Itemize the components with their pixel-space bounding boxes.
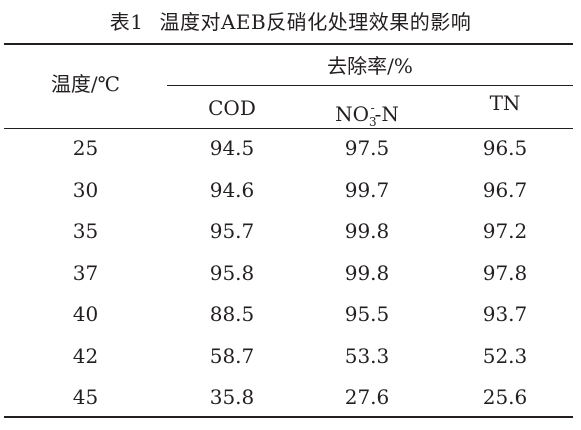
cell-no3: 99.8: [344, 261, 390, 285]
bottom-rule: [4, 416, 573, 418]
cell-temp: 25: [72, 136, 99, 160]
cell-cod: 88.5: [209, 302, 255, 326]
no3-tail: -N: [374, 102, 399, 126]
cell-no3: 95.5: [344, 302, 390, 326]
cell-cod: 94.5: [209, 136, 255, 160]
cell-tn: 96.5: [482, 136, 528, 160]
cell-tn: 96.7: [482, 178, 528, 202]
cell-tn: 97.2: [482, 219, 528, 243]
column-header-temperature: 温度/℃: [50, 72, 121, 96]
cell-no3: 97.5: [344, 136, 390, 160]
cell-temp: 37: [72, 261, 99, 285]
no3-superscript: -: [370, 101, 375, 115]
cell-cod: 95.8: [209, 261, 255, 285]
cell-cod: 95.7: [209, 219, 255, 243]
group-rule: [167, 85, 573, 86]
table-title: 温度对AEB反硝化处理效果的影响: [159, 10, 472, 34]
cell-tn: 93.7: [482, 302, 528, 326]
cell-cod: 58.7: [209, 344, 255, 368]
cell-cod: 35.8: [209, 385, 255, 409]
table-caption: 表1 温度对AEB反硝化处理效果的影响: [0, 6, 581, 38]
cell-temp: 42: [72, 344, 99, 368]
column-group-header-removal-rate: 去除率/%: [327, 54, 413, 78]
cell-temp: 30: [72, 178, 99, 202]
no3-base: NO: [335, 102, 369, 126]
column-header-tn: TN: [489, 91, 521, 115]
cell-temp: 40: [72, 302, 99, 326]
top-rule: [4, 43, 573, 45]
cell-tn: 52.3: [482, 344, 528, 368]
cell-tn: 97.8: [482, 261, 528, 285]
cell-no3: 53.3: [344, 344, 390, 368]
no3-subscript: 3: [368, 115, 377, 129]
cell-no3: 99.7: [344, 178, 390, 202]
cell-tn: 25.6: [482, 385, 528, 409]
cell-no3: 27.6: [344, 385, 390, 409]
cell-temp: 35: [72, 219, 99, 243]
column-header-no3-n: NO3--N: [297, 94, 437, 136]
table-number: 表1: [109, 10, 144, 34]
cell-temp: 45: [72, 385, 99, 409]
cell-cod: 94.6: [209, 178, 255, 202]
cell-no3: 99.8: [344, 219, 390, 243]
header-rule: [4, 128, 573, 129]
column-header-cod: COD: [208, 96, 256, 120]
